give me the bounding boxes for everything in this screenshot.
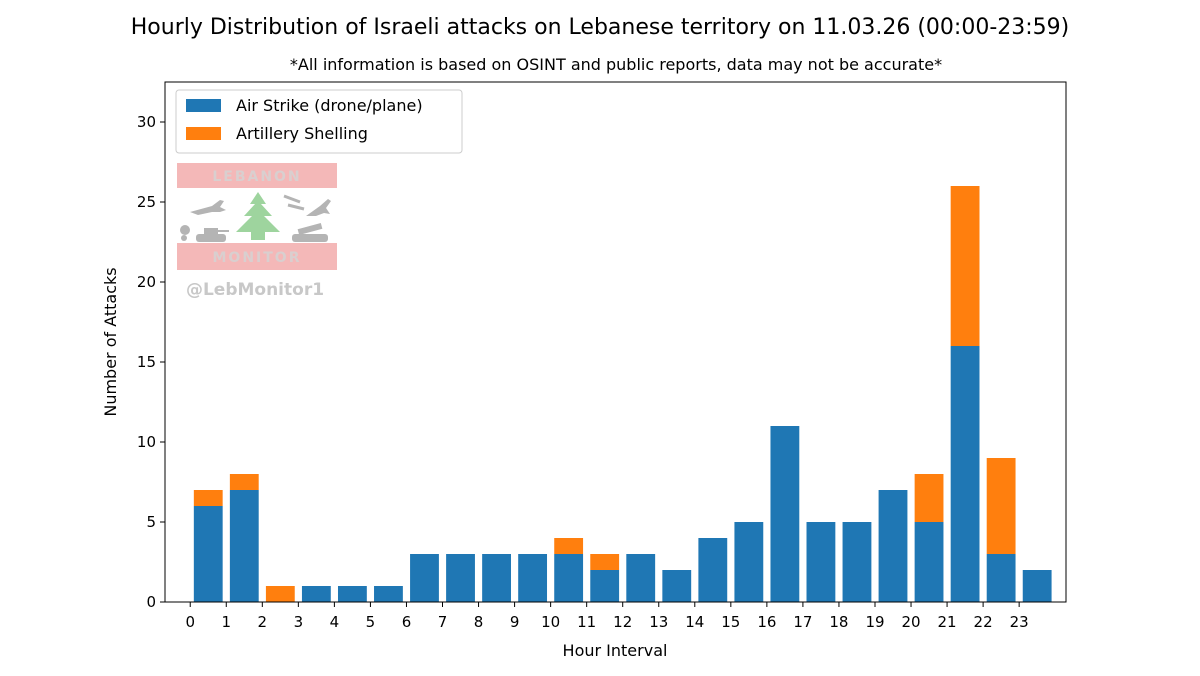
legend-swatch-air-strike: [186, 99, 221, 112]
explosion-icon: [180, 225, 190, 235]
bar-air-strike-hour-19: [878, 490, 908, 602]
x-tick-label: 8: [474, 613, 484, 631]
bar-artillery-shelling-hour-10: [554, 538, 584, 554]
x-axis-label: Hour Interval: [563, 641, 668, 660]
bar-air-strike-hour-5: [374, 586, 403, 602]
y-tick-label: 30: [137, 113, 156, 131]
bar-artillery-shelling-hour-2: [265, 586, 295, 602]
x-tick-label: 20: [901, 613, 920, 631]
explosion-icon: [181, 235, 187, 241]
watermark-icons: [180, 192, 331, 242]
bar-artillery-shelling-hour-21: [950, 186, 980, 346]
missile-icon: [283, 194, 301, 204]
x-tick-label: 9: [510, 613, 520, 631]
x-tick-label: 12: [613, 613, 632, 631]
x-tick-label: 13: [649, 613, 668, 631]
tank-icon: [196, 228, 229, 242]
bar-air-strike-hour-13: [662, 570, 692, 602]
watermark-handle: @LebMonitor1: [186, 280, 324, 300]
x-tick-label: 6: [402, 613, 412, 631]
legend: Air Strike (drone/plane) Artillery Shell…: [175, 89, 463, 154]
y-tick-label: 0: [146, 593, 156, 611]
bar-air-strike-hour-4: [337, 586, 367, 602]
y-tick-label: 25: [137, 193, 156, 211]
chart-subtitle: *All information is based on OSINT and p…: [290, 55, 942, 74]
watermark-bottom-band: [177, 243, 337, 270]
legend-swatch-artillery-shelling: [186, 127, 221, 140]
x-tick-label: 10: [541, 613, 560, 631]
chart-title: Hourly Distribution of Israeli attacks o…: [131, 15, 1070, 40]
x-tick-label: 7: [438, 613, 448, 631]
bars-group: [193, 186, 1052, 602]
x-tick-label: 17: [793, 613, 812, 631]
bar-air-strike-hour-3: [301, 586, 331, 602]
x-tick-label: 14: [685, 613, 704, 631]
legend-label-air-strike: Air Strike (drone/plane): [236, 96, 423, 115]
x-tick-label: 5: [366, 613, 376, 631]
lebanon-monitor-watermark: LEBANON MONITOR @LebMonit: [177, 163, 337, 300]
x-tick-label: 18: [829, 613, 848, 631]
legend-box: [175, 89, 463, 154]
watermark-top-band: [177, 163, 337, 188]
bar-artillery-shelling-hour-0: [193, 490, 223, 506]
x-tick-label: 4: [330, 613, 340, 631]
bar-air-strike-hour-18: [842, 522, 872, 602]
x-tick-label: 15: [721, 613, 740, 631]
bar-air-strike-hour-7: [446, 554, 475, 602]
bar-artillery-shelling-hour-22: [986, 458, 1016, 554]
legend-label-artillery-shelling: Artillery Shelling: [236, 124, 368, 143]
bar-air-strike-hour-8: [482, 554, 511, 602]
bar-artillery-shelling-hour-1: [229, 474, 259, 490]
bar-artillery-shelling-hour-11: [590, 554, 620, 570]
y-tick-label: 20: [137, 273, 156, 291]
bar-air-strike-hour-1: [229, 490, 259, 602]
x-tick-label: 21: [938, 613, 957, 631]
x-tick-label: 22: [974, 613, 993, 631]
bar-air-strike-hour-10: [554, 554, 584, 602]
bar-air-strike-hour-12: [626, 554, 656, 602]
x-tick-label: 19: [865, 613, 884, 631]
y-tick-label: 15: [137, 353, 156, 371]
y-axis: 0 5 10 15 20 25 30: [137, 113, 165, 611]
rocket-launcher-icon: [292, 222, 328, 242]
bar-air-strike-hour-20: [914, 522, 944, 602]
x-tick-label: 11: [577, 613, 596, 631]
x-tick-label: 16: [757, 613, 776, 631]
bar-air-strike-hour-11: [590, 570, 620, 602]
bar-air-strike-hour-16: [770, 426, 800, 602]
cedar-tree-icon: [236, 192, 280, 240]
y-tick-label: 10: [137, 433, 156, 451]
x-tick-label: 0: [185, 613, 195, 631]
x-tick-label: 3: [294, 613, 304, 631]
bar-air-strike-hour-9: [518, 554, 548, 602]
bar-air-strike-hour-21: [950, 346, 980, 602]
plot-area-frame: [164, 81, 1067, 603]
y-tick-label: 5: [146, 513, 156, 531]
watermark-top-text: LEBANON: [212, 169, 301, 185]
x-tick-label: 1: [221, 613, 231, 631]
bar-air-strike-hour-15: [734, 522, 764, 602]
bar-air-strike-hour-22: [986, 554, 1016, 602]
fighter-jet-icon: [190, 200, 226, 215]
x-tick-label: 23: [1010, 613, 1029, 631]
bar-artillery-shelling-hour-20: [914, 474, 944, 522]
bar-air-strike-hour-17: [806, 522, 836, 602]
x-axis: 0 1 2 3 4 5 6 7 8 9 10 11 12 13 14 15 16 17 18 19 20 21 22 23: [185, 602, 1029, 631]
watermark-bottom-text: MONITOR: [213, 250, 302, 266]
bar-air-strike-hour-0: [193, 506, 223, 602]
y-axis-label: Number of Attacks: [101, 267, 120, 416]
x-tick-label: 2: [258, 613, 268, 631]
bar-air-strike-hour-6: [410, 554, 439, 602]
missile-icon: [287, 203, 305, 211]
bar-air-strike-hour-23: [1022, 570, 1052, 602]
bar-air-strike-hour-14: [698, 538, 728, 602]
fighter-jet-icon: [306, 199, 331, 216]
